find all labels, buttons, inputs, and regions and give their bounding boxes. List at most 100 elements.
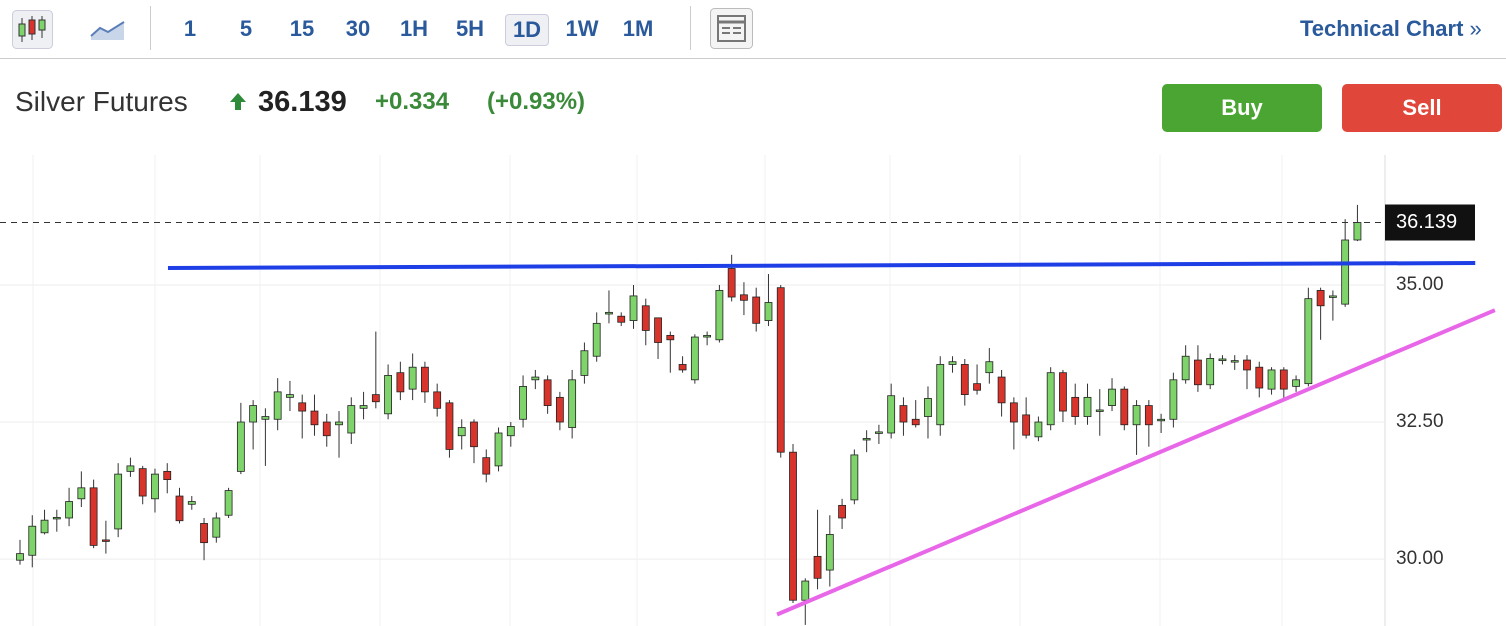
- candle-body: [1071, 396, 1080, 417]
- candle-body: [617, 315, 626, 323]
- interval-button[interactable]: 5H: [455, 16, 485, 41]
- interval-button[interactable]: 5: [239, 16, 253, 41]
- candle-body: [641, 305, 650, 331]
- layout-icon[interactable]: [710, 8, 754, 50]
- candle-body: [764, 302, 773, 321]
- candle-body: [1279, 369, 1288, 390]
- candle-body: [1353, 222, 1362, 241]
- candle-body: [1304, 298, 1313, 385]
- candle-body: [1144, 405, 1153, 426]
- candle-body: [1120, 388, 1129, 426]
- candle-body: [629, 295, 638, 321]
- candle-body: [335, 421, 343, 426]
- candle-body: [1328, 295, 1337, 298]
- change: +0.334: [375, 88, 450, 115]
- candle-body: [421, 366, 429, 393]
- candle-body: [40, 519, 49, 534]
- candle-body: [948, 361, 957, 365]
- candle-body: [261, 416, 270, 420]
- interval-button[interactable]: 1M: [622, 16, 654, 41]
- candle-body: [187, 501, 196, 505]
- candle-body: [310, 410, 319, 426]
- candle-body: [114, 473, 123, 530]
- candle-body: [1243, 359, 1251, 371]
- candle-body: [163, 470, 172, 481]
- candle-body: [1059, 372, 1067, 412]
- interval-button[interactable]: 1D: [505, 14, 549, 46]
- candle-body: [200, 523, 208, 544]
- candle-body: [555, 396, 564, 423]
- last-price-box: [1385, 204, 1475, 241]
- candle-body: [899, 405, 908, 423]
- candle-body: [850, 454, 859, 501]
- candle-body: [740, 294, 748, 301]
- candle-body: [960, 364, 969, 396]
- candle-body: [531, 376, 540, 381]
- candle-body: [1095, 409, 1104, 412]
- separator: [150, 6, 151, 50]
- candle-body: [1218, 358, 1227, 362]
- candle-body: [506, 426, 515, 437]
- link-arrow[interactable]: »: [1469, 16, 1482, 41]
- last-price-label: 36.139: [1396, 211, 1457, 233]
- candle-body: [1255, 366, 1264, 389]
- candle-body: [825, 534, 834, 571]
- candle-body: [862, 438, 871, 441]
- candle-body: [727, 268, 736, 298]
- price: 36.139: [258, 86, 347, 118]
- candle-body: [543, 379, 552, 406]
- buy-button[interactable]: Buy: [1162, 84, 1322, 132]
- technical-chart-link[interactable]: Technical Chart »: [1300, 14, 1482, 44]
- line-icon[interactable]: [88, 14, 128, 44]
- candle-body: [1022, 414, 1031, 436]
- candle-body: [752, 296, 761, 324]
- change-percent: (+0.93%): [487, 88, 586, 115]
- candle-body: [1034, 421, 1043, 438]
- sell-button[interactable]: Sell: [1342, 84, 1502, 132]
- candle-body: [776, 287, 785, 453]
- candle-body: [286, 394, 294, 398]
- interval-button[interactable]: 15: [289, 16, 315, 41]
- interval-button[interactable]: 1H: [399, 16, 429, 41]
- interval-button[interactable]: 1: [183, 16, 197, 41]
- candle-body: [494, 432, 503, 467]
- candle-body: [715, 290, 724, 341]
- y-tick-label: 35.00: [1396, 274, 1444, 295]
- y-tick-label: 32.50: [1396, 411, 1444, 432]
- candle-body: [789, 451, 797, 601]
- candle-body: [457, 427, 466, 437]
- candle-body: [359, 405, 368, 409]
- candle-body: [690, 336, 699, 381]
- candle-body: [408, 366, 417, 390]
- candle-body: [77, 487, 86, 500]
- candle-body: [16, 553, 24, 561]
- candle-body: [151, 473, 159, 500]
- candle-body: [1181, 355, 1190, 381]
- interval-button[interactable]: 1W: [565, 16, 599, 41]
- separator: [690, 6, 691, 50]
- candle-body: [371, 394, 380, 403]
- candle-body: [347, 405, 356, 434]
- candle-body: [911, 418, 920, 426]
- candle-body: [138, 468, 147, 497]
- link-text[interactable]: Technical Chart: [1300, 16, 1464, 41]
- candle-body: [249, 405, 258, 423]
- candle-body: [212, 517, 221, 538]
- interval-button[interactable]: 30: [345, 16, 371, 41]
- candle-body: [396, 372, 405, 393]
- candle-body: [175, 495, 184, 522]
- candle-body: [666, 334, 675, 341]
- candle-body: [384, 375, 393, 415]
- candle-icon[interactable]: [12, 10, 54, 50]
- candle-body: [997, 376, 1006, 404]
- candle-body: [605, 311, 613, 315]
- candle-body: [1169, 379, 1178, 420]
- candle-body: [1194, 359, 1202, 386]
- candle-body: [1316, 290, 1325, 307]
- candle-body: [89, 487, 98, 546]
- candle-body: [1206, 358, 1215, 386]
- candle-body: [236, 421, 245, 472]
- candle-body: [273, 391, 282, 420]
